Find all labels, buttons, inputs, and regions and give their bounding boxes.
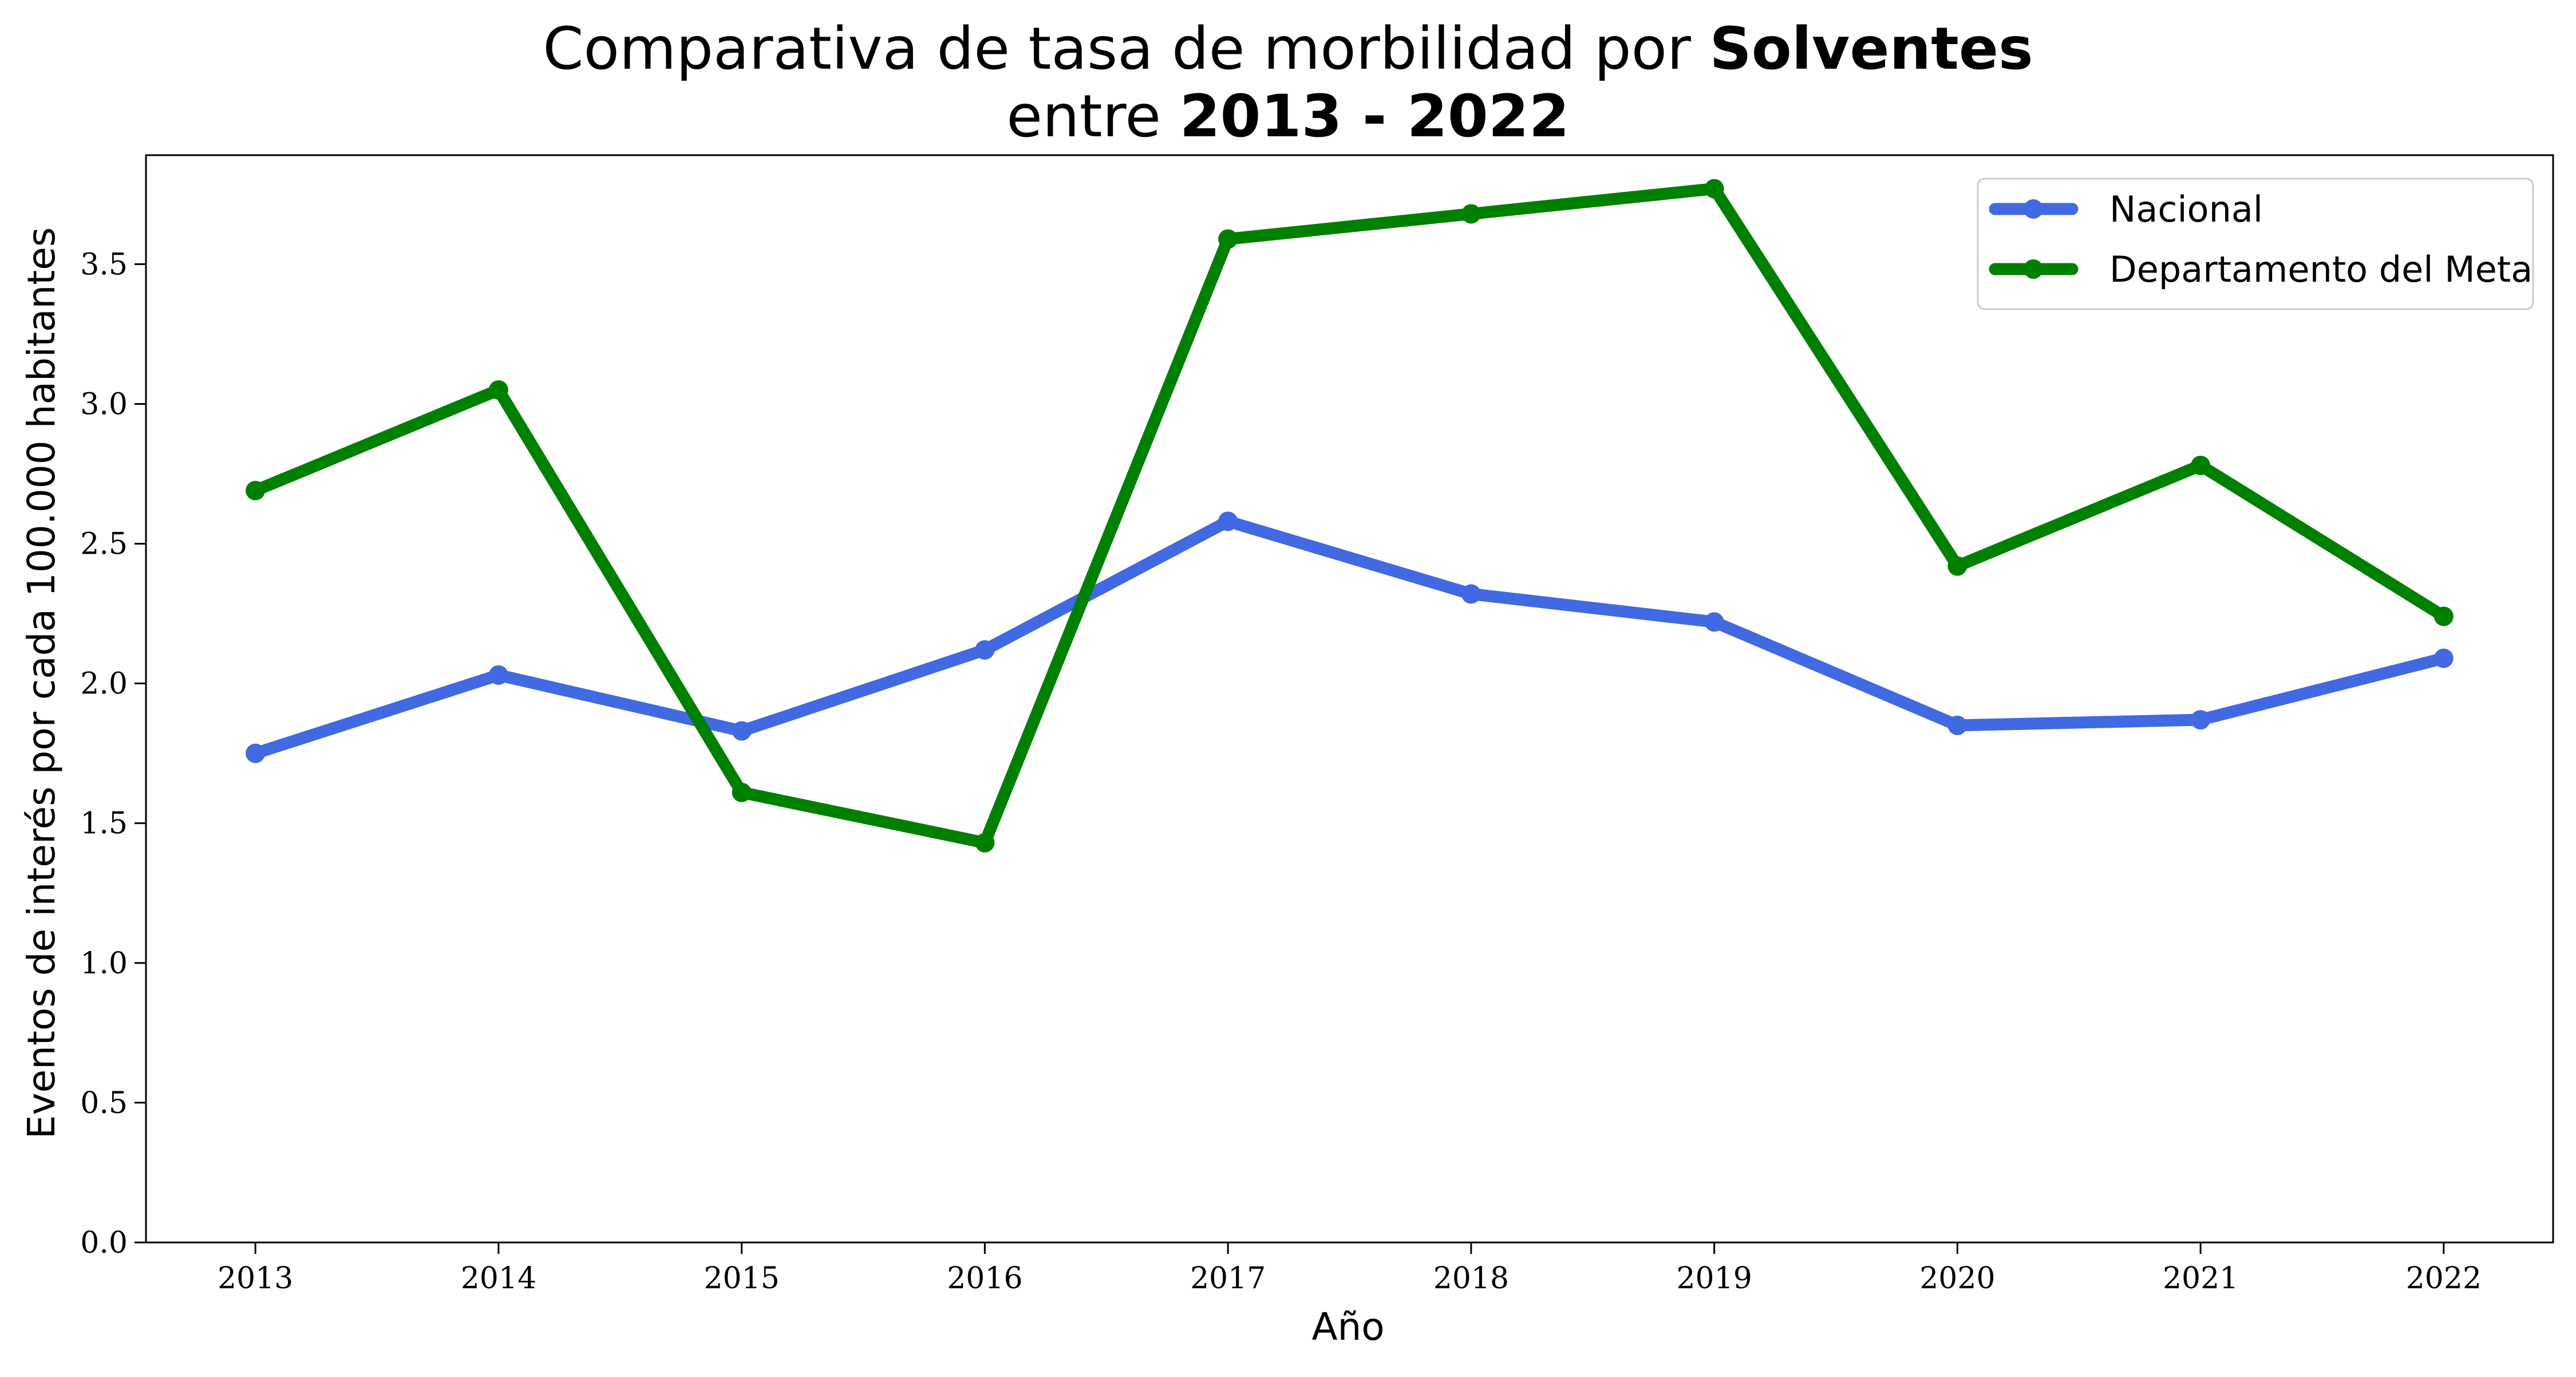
data-point-0-0 [246,743,266,763]
data-point-0-2 [732,721,752,741]
title-line1-bold: Solventes [1709,15,2033,83]
data-point-1-8 [2191,455,2211,475]
data-point-1-9 [2433,606,2453,626]
axes: 0.0 0.5 1.0 1.5 2.0 2.5 3.0 3.5 2013 2014 2015 2016… [80,154,2554,1296]
data-point-1-6 [1704,179,1724,199]
x-tick-label: 2014 [461,1261,536,1296]
y-tick-label: 3.5 [80,247,128,282]
x-tick-label: 2021 [2163,1261,2238,1296]
data-point-0-4 [1218,511,1238,531]
y-axis-label: Eventos de interés por cada 100.000 habi… [19,227,64,1139]
series-line-1 [249,183,2450,849]
title-line2-text: entre [1006,82,1179,151]
legend-label-1: Departamento del Meta [2109,248,2532,290]
y-tick-label: 2.0 [80,667,128,701]
x-tick-label: 2019 [1676,1261,1752,1296]
title-line2-bold: 2013 - 2022 [1180,82,1570,151]
plot-area [246,179,2453,853]
svg-text:Comparativa de tasa de morbili: Comparativa de tasa de morbilidad por So… [543,15,2033,83]
data-point-1-7 [1947,556,1967,576]
x-tick-label: 2013 [218,1261,293,1296]
data-point-0-6 [1704,612,1724,632]
data-point-0-7 [1947,715,1967,735]
y-tick-label: 0.5 [80,1086,128,1120]
data-point-1-3 [975,832,995,853]
data-point-0-3 [975,640,995,660]
y-tick-label: 1.0 [80,946,128,981]
y-tick-label: 2.5 [80,527,128,562]
x-axis-label: Año [1311,1305,1384,1349]
chart-title: Comparativa de tasa de morbilidad por So… [543,15,2033,151]
series-line-0 [249,515,2450,760]
legend-label-0: Nacional [2109,188,2263,230]
data-point-1-5 [1461,204,1481,224]
legend: Nacional Departamento del Meta [1977,177,2534,310]
x-tick-label: 2017 [1190,1261,1266,1296]
data-point-1-1 [488,380,508,400]
data-point-1-2 [732,783,752,803]
legend-marker-1 [2024,259,2043,279]
data-point-1-0 [246,480,266,500]
data-point-1-4 [1218,229,1238,249]
title-line1-text: Comparativa de tasa de morbilidad por [543,15,1709,83]
y-tick-label: 0.0 [80,1226,128,1260]
data-point-0-8 [2191,710,2211,730]
y-tick-label: 3.0 [80,387,128,421]
plot-frame [145,154,2554,1244]
x-tick-label: 2020 [1919,1261,1995,1296]
y-tick-label: 1.5 [80,807,128,841]
x-tick-label: 2022 [2406,1261,2482,1296]
x-tick-label: 2018 [1433,1261,1509,1296]
x-tick-label: 2016 [947,1261,1022,1296]
x-tick-label: 2015 [704,1261,779,1296]
data-point-0-1 [488,665,508,685]
data-point-0-5 [1461,584,1481,604]
legend-box [1977,177,2534,310]
svg-text:entre 2013 - 2022: entre 2013 - 2022 [1006,82,1569,151]
data-point-0-9 [2433,648,2453,668]
legend-marker-0 [2024,199,2043,219]
